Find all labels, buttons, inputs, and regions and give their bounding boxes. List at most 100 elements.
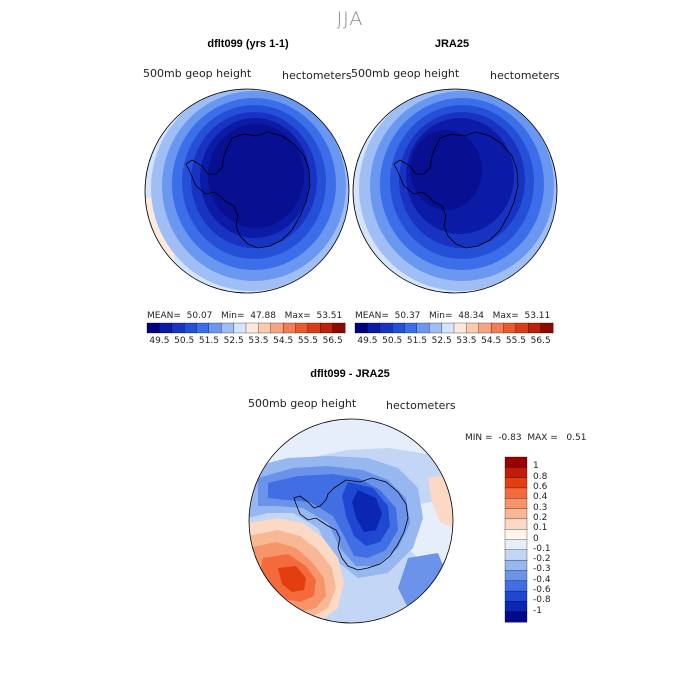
difference-colorbar-swatch (504, 518, 528, 530)
difference-colorbar-label: 0.2 (533, 512, 548, 523)
model-max-label: Max= (284, 311, 311, 321)
antarctica-outline-icon (185, 131, 311, 249)
model-colorbar-tick-label: 50.5 (174, 336, 195, 346)
model-colorbar-tick-label: 54.5 (273, 336, 294, 346)
difference-min-label: MIN = (465, 433, 493, 443)
difference-min-value: -0.83 (498, 433, 522, 443)
reference-stats: MEAN= 50.37 Min= 48.34 Max= 53.11 (355, 311, 550, 321)
model-colorbar-tick-label: 49.5 (149, 336, 170, 346)
reference-colorbar-swatch (441, 322, 455, 334)
reference-max-label: Max= (492, 311, 519, 321)
model-colorbar-swatch (258, 322, 272, 334)
model-polar-map (144, 88, 350, 294)
reference-colorbar-swatch (416, 322, 430, 334)
difference-max-label: MAX = (527, 433, 558, 443)
model-colorbar-swatch (233, 322, 247, 334)
difference-panel-title: dflt099 - JRA25 (310, 368, 390, 380)
reference-colorbar-swatch (391, 322, 405, 334)
reference-polar-map (352, 88, 558, 294)
difference-colorbar-label: -0.8 (533, 595, 551, 606)
model-colorbar-tick-label: 53.5 (248, 336, 269, 346)
model-colorbar-swatch (196, 322, 210, 334)
reference-min-label: Min= (428, 311, 453, 321)
difference-colorbar-swatch (504, 529, 528, 540)
antarctica-outline-icon (393, 131, 519, 249)
difference-colorbar-swatch (504, 601, 528, 613)
model-colorbar (146, 322, 346, 334)
model-max-value: 53.51 (316, 311, 343, 321)
model-colorbar-swatch (320, 322, 334, 334)
reference-colorbar-swatch (429, 322, 443, 334)
reference-colorbar-swatch (453, 322, 467, 334)
difference-colorbar-swatch (504, 611, 528, 623)
difference-colorbar-label: -1 (533, 605, 542, 616)
reference-units-label: hectometers (490, 69, 560, 82)
reference-colorbar-swatch (354, 322, 368, 334)
difference-polar-map (248, 418, 454, 624)
reference-colorbar-tick-label: 50.5 (382, 336, 403, 346)
reference-colorbar (354, 322, 554, 334)
reference-colorbar-swatch (404, 322, 418, 334)
model-colorbar-swatch (183, 322, 197, 334)
difference-colorbar-swatch (504, 487, 528, 499)
difference-units-label: hectometers (386, 399, 456, 412)
model-min-value: 47.88 (250, 311, 276, 321)
difference-colorbar-label: 1 (533, 461, 539, 472)
difference-colorbar-swatch (504, 539, 528, 551)
difference-colorbar-swatch (504, 508, 528, 520)
model-units-label: hectometers (282, 69, 352, 82)
model-colorbar-swatch (245, 322, 259, 334)
reference-colorbar-tick-label: 51.5 (406, 336, 427, 346)
model-variable-label: 500mb geop height (143, 67, 252, 80)
difference-colorbar-label: -0.3 (533, 564, 551, 575)
model-colorbar-tick-label: 52.5 (223, 336, 244, 346)
model-colorbar-swatch (208, 322, 222, 334)
difference-colorbar-swatch (504, 477, 528, 489)
difference-colorbar-label: -0.4 (533, 574, 551, 585)
model-colorbar-swatch (146, 322, 160, 334)
difference-stats: MIN = -0.83 MAX = 0.51 (465, 433, 586, 443)
reference-max-value: 53.11 (524, 311, 551, 321)
reference-colorbar-swatch (528, 322, 542, 334)
difference-colorbar-swatch (504, 498, 528, 510)
model-stats: MEAN= 50.07 Min= 47.88 Max= 53.51 (147, 311, 342, 321)
model-colorbar-tick-label: 55.5 (297, 336, 318, 346)
reference-variable-label: 500mb geop height (351, 67, 460, 80)
difference-colorbar-label: 0 (533, 533, 539, 544)
model-colorbar-swatch (307, 322, 321, 334)
difference-colorbar-label: 0.8 (533, 471, 548, 482)
reference-min-value: 48.34 (458, 311, 484, 321)
difference-colorbar-label: 0.6 (533, 481, 548, 492)
season-title: JJA (336, 8, 364, 30)
reference-colorbar-tick-label: 53.5 (456, 336, 477, 346)
reference-colorbar-swatch (540, 322, 554, 334)
model-colorbar-swatch (171, 322, 185, 334)
difference-colorbar-label: 0.4 (533, 492, 548, 503)
difference-colorbar-label: -0.6 (533, 585, 551, 596)
reference-colorbar-swatch (515, 322, 529, 334)
reference-colorbar-swatch (503, 322, 517, 334)
reference-colorbar-swatch (379, 322, 393, 334)
model-min-label: Min= (220, 311, 245, 321)
difference-colorbar-swatch (504, 456, 528, 468)
model-colorbar-swatch (282, 322, 296, 334)
reference-colorbar-swatch (466, 322, 480, 334)
antarctica-outline-icon (293, 477, 409, 571)
model-mean-value: 50.07 (186, 311, 213, 321)
difference-variable-label: 500mb geop height (248, 397, 357, 410)
difference-colorbar-swatch (504, 559, 528, 571)
difference-colorbar-label: 0.1 (533, 523, 548, 534)
reference-colorbar-ticks: 49.5 50.5 51.5 52.5 53.5 54.5 55.5 56.5 (355, 336, 553, 348)
reference-mean-label: MEAN= (355, 311, 389, 321)
model-panel-title: dflt099 (yrs 1-1) (207, 38, 289, 50)
difference-colorbar-label: -0.1 (533, 543, 551, 554)
reference-mean-value: 50.37 (394, 311, 421, 321)
reference-colorbar-swatch (490, 322, 504, 334)
reference-colorbar-swatch (478, 322, 492, 334)
model-colorbar-tick-label: 51.5 (198, 336, 219, 346)
reference-colorbar-tick-label: 54.5 (481, 336, 502, 346)
reference-colorbar-tick-label: 52.5 (431, 336, 452, 346)
difference-colorbar-labels: 1 0.8 0.6 0.4 0.3 0.2 0.1 0 -0.1 -0.2 -0.3 -0.4 -0.6… (533, 457, 573, 622)
difference-max-value: 0.51 (566, 433, 587, 443)
difference-colorbar (504, 456, 528, 623)
